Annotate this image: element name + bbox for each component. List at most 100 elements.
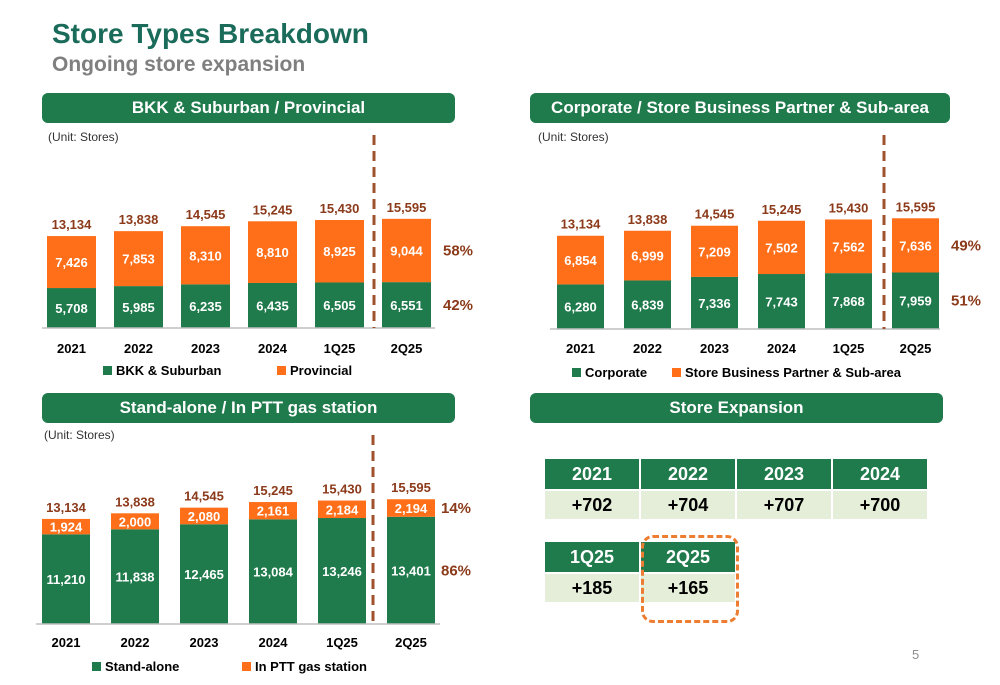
chart2-total-2023: 14,545 (695, 207, 735, 222)
chart2-category-2023: 2023 (700, 341, 729, 356)
chart2-legend-swatch-orange (672, 368, 681, 377)
chart2-label-orange-2Q25: 7,636 (899, 238, 932, 253)
chart2-category-2021: 2021 (566, 341, 595, 356)
chart1-label-green-2Q25: 6,551 (390, 298, 423, 313)
chart2-category-1Q25: 1Q25 (833, 341, 865, 356)
chart3-label-green-2Q25: 13,401 (391, 563, 431, 578)
chart3-title-banner: Stand-alone / In PTT gas station (42, 393, 455, 423)
highlight-2q25-dashed-box (641, 535, 739, 623)
chart3-category-2024: 2024 (259, 635, 289, 650)
expansion-title-banner: Store Expansion (530, 393, 943, 423)
chart1-label-green-1Q25: 6,505 (323, 298, 356, 313)
chart2-total-2021: 13,134 (561, 217, 602, 232)
chart1-share-bottom: 42% (443, 297, 473, 314)
chart3-legend-label-green: Stand-alone (105, 659, 179, 674)
chart1-bar-2022-green (114, 286, 163, 328)
chart2-bar-2024-green (758, 274, 805, 329)
chart1-label-orange-2023: 8,310 (189, 248, 222, 263)
chart3-total-2024: 15,245 (253, 483, 293, 498)
chart3-label-orange-2024: 2,161 (257, 504, 290, 519)
chart3-label-green-2023: 12,465 (184, 567, 224, 582)
chart1-bar-2Q25-orange (382, 218, 431, 283)
chart2-bar-2022-green (624, 280, 671, 329)
expansion-quarterly-value-row: +185 +165 (545, 574, 735, 602)
chart3-category-2021: 2021 (52, 635, 81, 650)
chart3-label-green-2022: 11,838 (115, 570, 154, 585)
chart3-bar-2021-green (42, 534, 90, 624)
chart1-legend-label-orange: Provincial (290, 363, 352, 378)
chart1-total-2024: 15,245 (253, 202, 293, 217)
chart1-label-green-2021: 5,708 (55, 301, 88, 316)
chart1-bar-1Q25-green (315, 282, 364, 328)
chart1-label-orange-2024: 8,810 (256, 245, 289, 260)
chart3-bar-2024-orange (249, 502, 297, 520)
chart3-total-2Q25: 15,595 (391, 480, 431, 495)
chart1-bar-2Q25-green (382, 282, 431, 328)
chart3-label-orange-1Q25: 2,184 (326, 502, 359, 517)
chart3-label-orange-2Q25: 2,194 (395, 501, 428, 516)
chart1-category-2021: 2021 (57, 341, 86, 356)
chart2-label-green-2Q25: 7,959 (899, 294, 932, 309)
chart2-bar-2Q25-green (892, 272, 939, 329)
chart2-legend-label-orange: Store Business Partner & Sub-area (685, 365, 902, 380)
chart2-label-orange-2024: 7,502 (765, 240, 798, 255)
chart2-label-green-2023: 7,336 (698, 296, 731, 311)
chart1-bar-2024-green (248, 282, 297, 328)
chart3-category-2023: 2023 (190, 635, 219, 650)
chart3-unit-note: (Unit: Stores) (44, 428, 115, 442)
chart-bkk-provincial: (Unit: Stores) 5,708 7,426 13,134 2021 5,985 7… (42, 130, 473, 378)
chart1-label-orange-1Q25: 8,925 (323, 244, 356, 259)
chart2-bar-2024-orange (758, 220, 805, 275)
chart3-category-2022: 2022 (121, 635, 150, 650)
chart3-share-bottom: 86% (441, 562, 471, 579)
expansion-value-1q25: +185 (545, 574, 639, 602)
page-subtitle: Ongoing store expansion (52, 53, 306, 76)
chart3-legend-swatch-green (92, 662, 101, 671)
chart3-bar-2022-orange (111, 513, 159, 530)
chart2-legend-label-green: Corporate (585, 365, 647, 380)
chart3-label-green-1Q25: 13,246 (322, 564, 362, 579)
chart3-category-1Q25: 1Q25 (326, 635, 358, 650)
chart2-bar-2023-orange (691, 225, 738, 277)
chart2-label-green-2021: 6,280 (564, 300, 597, 315)
expansion-header-2021: 2021 (545, 459, 639, 489)
chart1-category-2024: 2024 (258, 341, 288, 356)
chart2-share-top: 49% (951, 237, 981, 254)
chart3-bar-2022-green (111, 529, 159, 624)
chart3-label-orange-2022: 2,000 (119, 514, 152, 529)
chart2-bar-2022-orange (624, 230, 671, 281)
expansion-header-2023: 2023 (737, 459, 831, 489)
chart3-total-1Q25: 15,430 (322, 482, 362, 497)
expansion-header-1q25: 1Q25 (545, 542, 639, 572)
expansion-value-2024: +700 (833, 491, 927, 519)
chart2-bar-2023-green (691, 276, 738, 329)
chart1-label-orange-2Q25: 9,044 (390, 243, 423, 258)
chart3-bar-2023-green (180, 524, 228, 624)
chart1-category-1Q25: 1Q25 (324, 341, 356, 356)
page-title: Store Types Breakdown (52, 18, 369, 49)
chart1-label-orange-2021: 7,426 (55, 255, 88, 270)
chart3-bar-2Q25-green (387, 516, 435, 624)
chart1-label-green-2022: 5,985 (122, 300, 155, 315)
chart1-bar-2021-green (47, 288, 96, 328)
chart1-category-2Q25: 2Q25 (391, 341, 423, 356)
chart2-label-green-2022: 6,839 (631, 298, 664, 313)
chart-corporate-partner: (Unit: Stores) 6,280 6,854 13,134 2021 6,839 6… (538, 130, 981, 380)
expansion-value-2021: +702 (545, 491, 639, 519)
chart2-label-orange-2023: 7,209 (698, 244, 731, 259)
chart3-bar-1Q25-orange (318, 500, 366, 519)
chart1-unit-note: (Unit: Stores) (48, 130, 119, 144)
chart2-label-green-1Q25: 7,868 (832, 294, 865, 309)
expansion-header-2024: 2024 (833, 459, 927, 489)
chart2-category-2022: 2022 (633, 341, 662, 356)
expansion-annual-value-row: +702 +704 +707 +700 (545, 491, 927, 519)
chart2-title-banner: Corporate / Store Business Partner & Sub… (530, 93, 950, 123)
chart3-label-green-2021: 11,210 (46, 572, 85, 587)
chart3-total-2023: 14,545 (184, 489, 224, 504)
chart3-label-green-2024: 13,084 (253, 565, 294, 580)
chart1-share-top: 58% (443, 242, 473, 259)
chart3-label-orange-2021: 1,924 (50, 520, 83, 535)
chart2-label-green-2024: 7,743 (765, 295, 798, 310)
chart2-bar-2021-green (557, 284, 604, 329)
chart1-label-green-2023: 6,235 (189, 299, 222, 314)
